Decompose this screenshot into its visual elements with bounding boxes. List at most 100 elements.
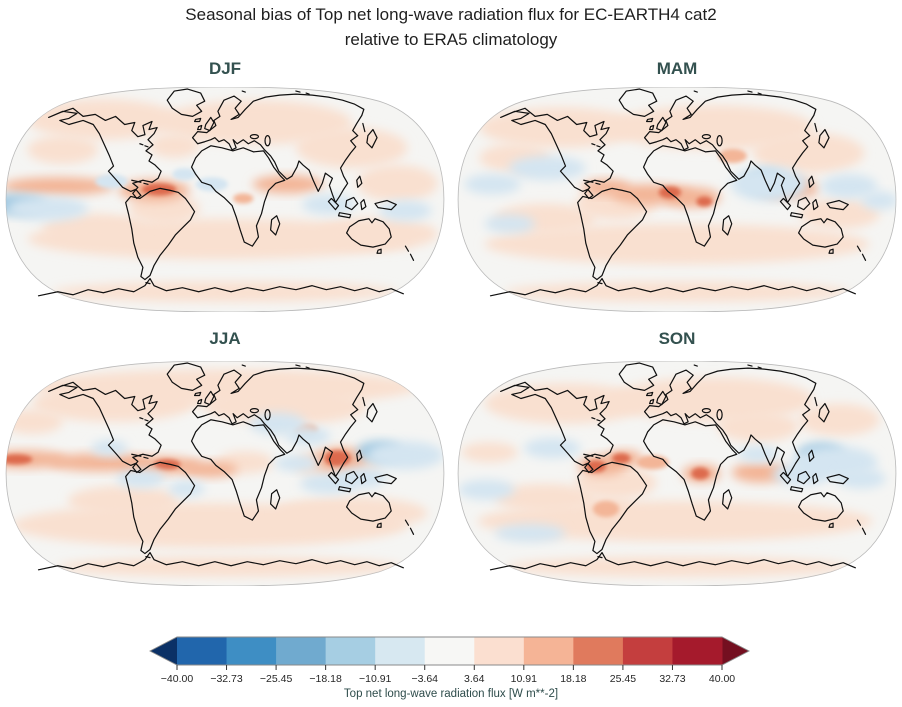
colorbar-tick-label: 3.64 bbox=[464, 673, 485, 685]
anomaly-blob-m1 bbox=[772, 463, 830, 486]
anomaly-blob-p1 bbox=[798, 198, 880, 229]
anomaly-blob-p2 bbox=[181, 461, 239, 478]
anomaly-blob-p1 bbox=[504, 281, 850, 302]
anomaly-blob-p1 bbox=[484, 223, 870, 265]
colorbar-under-arrow bbox=[150, 637, 177, 665]
colorbar-tick-label: 18.18 bbox=[560, 673, 586, 685]
anomaly-blob-p1 bbox=[52, 281, 398, 302]
anomaly-blob-m1 bbox=[168, 480, 205, 497]
anomaly-blob-m1 bbox=[464, 174, 521, 195]
colorbar-tick-label: −18.18 bbox=[309, 673, 342, 685]
anomaly-blob-m1 bbox=[249, 412, 307, 435]
anomaly-blob-m1 bbox=[379, 200, 432, 221]
figure-title: Seasonal bias of Top net long-wave radia… bbox=[0, 3, 902, 52]
colorbar-segment bbox=[474, 637, 525, 665]
anomaly-blob-m1 bbox=[274, 455, 320, 472]
anomaly-blob-p3 bbox=[696, 196, 713, 207]
anomaly-blob-m1 bbox=[285, 426, 331, 446]
colorbar-label: Top net long-wave radiation flux [W m**-… bbox=[343, 688, 559, 700]
panel-title-mam: MAM bbox=[656, 59, 698, 78]
colorbar-segment bbox=[672, 637, 723, 665]
anomaly-blob-p1 bbox=[27, 135, 99, 165]
anomaly-blob-p1 bbox=[316, 217, 438, 251]
anomaly-blob-p2 bbox=[233, 193, 254, 204]
map-panel-mam bbox=[457, 87, 897, 312]
anomaly-blob-p1 bbox=[479, 107, 642, 148]
anomaly-blob-m1 bbox=[820, 174, 878, 199]
anomaly-blob-p1 bbox=[506, 556, 852, 577]
anomaly-blob-m1 bbox=[730, 167, 808, 202]
colorbar-segment bbox=[325, 637, 376, 665]
anomaly-blob-m1 bbox=[95, 174, 128, 189]
anomaly-layer-mam bbox=[464, 105, 896, 302]
panel-title-son: SON bbox=[658, 329, 696, 348]
colorbar-tick-label: −32.73 bbox=[210, 673, 243, 685]
panel-title-djf: DJF bbox=[208, 59, 242, 78]
colorbar-segment bbox=[622, 637, 673, 665]
anomaly-blob-p1 bbox=[753, 132, 865, 174]
colorbar-tick-label: 40.00 bbox=[709, 673, 735, 685]
colorbar: −40.00 −32.73 −25.45 −18.18 −10.91 −3.64 3.64 1… bbox=[140, 634, 762, 686]
map-panel-son bbox=[457, 361, 897, 586]
anomaly-blob-p1 bbox=[494, 483, 596, 513]
anomaly-blob-m1 bbox=[837, 468, 886, 489]
colorbar-segment bbox=[226, 637, 277, 665]
anomaly-blob-m1 bbox=[494, 524, 566, 543]
map-panel-jja bbox=[5, 361, 445, 586]
anomaly-blob-p2 bbox=[592, 500, 620, 518]
anomaly-blob-p1 bbox=[6, 409, 63, 434]
anomaly-blob-m1 bbox=[172, 168, 197, 181]
colorbar-tick-label: −3.64 bbox=[411, 673, 438, 685]
anomaly-blob-p3 bbox=[6, 454, 33, 465]
figure-title-line1: Seasonal bias of Top net long-wave radia… bbox=[185, 5, 717, 24]
anomaly-blob-p1 bbox=[356, 165, 438, 202]
anomaly-blob-m1 bbox=[366, 441, 444, 470]
anomaly-blob-p1 bbox=[295, 127, 408, 169]
anomaly-blob-p3 bbox=[585, 460, 607, 473]
anomaly-blob-m1 bbox=[116, 469, 166, 488]
anomaly-blob-p1 bbox=[477, 500, 873, 542]
colorbar-tick-label: 25.45 bbox=[610, 673, 636, 685]
colorbar-over-arrow bbox=[722, 637, 749, 665]
anomaly-blob-m1 bbox=[302, 194, 355, 215]
anomaly-blob-m1 bbox=[737, 446, 779, 463]
anomaly-blob-m1 bbox=[336, 467, 388, 488]
colorbar-svg: −40.00 −32.73 −25.45 −18.18 −10.91 −3.64 3.64 1… bbox=[149, 636, 750, 685]
anomaly-blob-m1 bbox=[484, 214, 536, 233]
anomaly-blob-m1 bbox=[861, 191, 896, 210]
anomaly-blob-p3 bbox=[141, 183, 177, 196]
anomaly-layer-son bbox=[458, 377, 886, 577]
figure-title-line2: relative to ERA5 climatology bbox=[344, 29, 558, 49]
anomaly-blob-m1 bbox=[91, 440, 128, 457]
anomaly-blob-p1 bbox=[42, 213, 144, 245]
anomaly-blob-m1 bbox=[508, 155, 586, 181]
anomaly-blob-p1 bbox=[148, 133, 200, 158]
panel-title-jja: JJA bbox=[209, 329, 241, 348]
anomaly-blob-p1 bbox=[461, 442, 518, 463]
anomaly-blob-m1 bbox=[7, 196, 89, 221]
colorbar-segment bbox=[177, 637, 228, 665]
colorbar-segment bbox=[424, 637, 475, 665]
anomaly-blob-m1 bbox=[523, 438, 581, 459]
anomaly-blob-p1 bbox=[484, 383, 647, 424]
anomaly-blob-p1 bbox=[57, 556, 403, 577]
anomaly-blob-p1 bbox=[798, 403, 880, 436]
colorbar-tick-label: 32.73 bbox=[659, 673, 685, 685]
anomaly-blob-p1 bbox=[32, 385, 195, 422]
colorbar-tick-label: −40.00 bbox=[161, 673, 194, 685]
colorbar-tick-label: −25.45 bbox=[260, 673, 293, 685]
anomaly-blob-p1 bbox=[67, 485, 180, 517]
anomaly-blob-p3 bbox=[612, 453, 631, 464]
colorbar-segment bbox=[375, 637, 426, 665]
anomaly-blob-p2 bbox=[636, 455, 669, 470]
anomaly-blob-p3 bbox=[691, 467, 710, 480]
anomaly-blob-m1 bbox=[458, 479, 515, 500]
colorbar-segment bbox=[523, 637, 574, 665]
anomaly-blob-p2 bbox=[6, 177, 114, 196]
colorbar-segment bbox=[276, 637, 327, 665]
colorbar-tick-label: −10.91 bbox=[359, 673, 392, 685]
map-panel-djf bbox=[5, 87, 445, 312]
colorbar-tick-label: 10.91 bbox=[511, 673, 537, 685]
anomaly-blob-p1 bbox=[159, 100, 352, 145]
colorbar-segment bbox=[573, 637, 624, 665]
